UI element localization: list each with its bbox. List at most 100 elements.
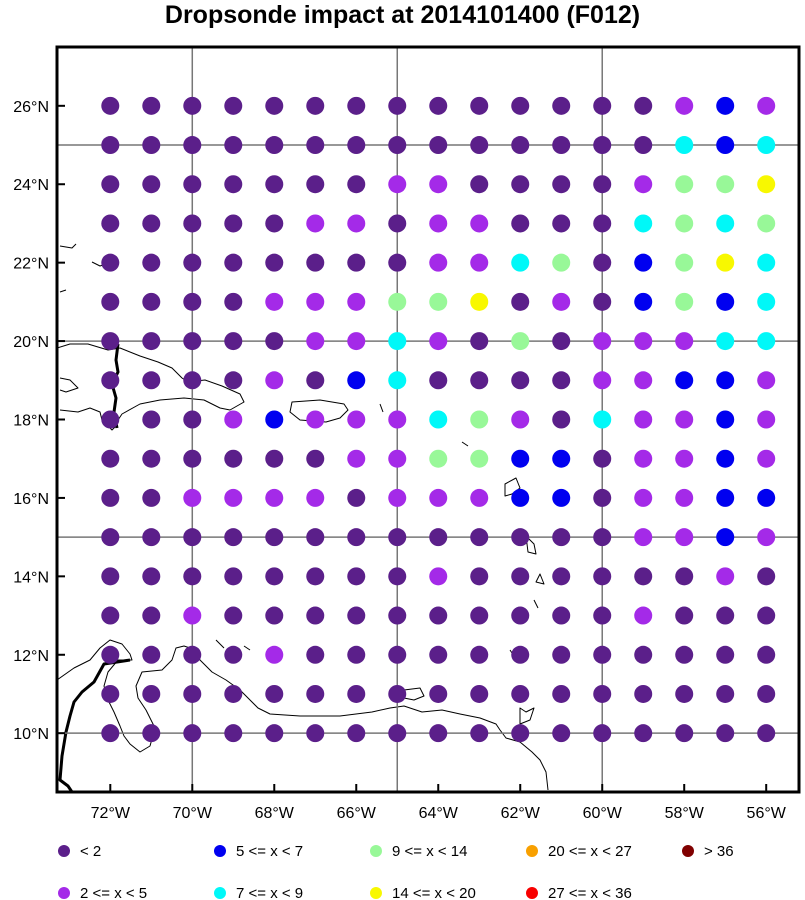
impact-point <box>552 371 571 390</box>
impact-point <box>101 136 120 155</box>
impact-point <box>552 567 571 586</box>
impact-point <box>224 606 243 625</box>
impact-point <box>552 214 571 233</box>
impact-point <box>183 292 202 311</box>
impact-point <box>511 136 530 155</box>
impact-point <box>675 567 694 586</box>
impact-point <box>101 175 120 194</box>
impact-point <box>511 214 530 233</box>
impact-point <box>183 449 202 468</box>
chart-title: Dropsonde impact at 2014101400 (F012) <box>164 1 641 29</box>
impact-point <box>716 136 735 155</box>
impact-point <box>511 567 530 586</box>
impact-point <box>593 567 612 586</box>
impact-point <box>757 449 776 468</box>
impact-point <box>101 724 120 743</box>
impact-point <box>306 488 325 507</box>
impact-point <box>429 606 448 625</box>
impact-point <box>552 175 571 194</box>
impact-point <box>265 371 284 390</box>
impact-point <box>183 136 202 155</box>
impact-point <box>634 175 653 194</box>
impact-point <box>552 528 571 547</box>
impact-point <box>757 528 776 547</box>
impact-point <box>306 175 325 194</box>
impact-point <box>757 136 776 155</box>
impact-point <box>470 253 489 272</box>
impact-point <box>470 684 489 703</box>
impact-point <box>347 292 366 311</box>
impact-point <box>716 332 735 351</box>
impact-point <box>593 606 612 625</box>
impact-point <box>634 136 653 155</box>
impact-point <box>429 528 448 547</box>
impact-point <box>388 136 407 155</box>
impact-point <box>142 684 161 703</box>
impact-point <box>101 449 120 468</box>
impact-point <box>634 684 653 703</box>
legend-swatch <box>682 845 694 857</box>
impact-point <box>183 96 202 115</box>
impact-point <box>675 96 694 115</box>
impact-point <box>511 332 530 351</box>
impact-point <box>511 410 530 429</box>
legend-label: 20 <= x < 27 <box>548 843 632 860</box>
impact-point <box>142 214 161 233</box>
impact-point <box>265 253 284 272</box>
legend-swatch <box>526 845 538 857</box>
impact-point <box>306 684 325 703</box>
impact-point <box>470 175 489 194</box>
y-tick-label: 10°N <box>13 726 49 743</box>
impact-point <box>552 253 571 272</box>
impact-point <box>101 684 120 703</box>
impact-point <box>470 332 489 351</box>
impact-point <box>306 449 325 468</box>
impact-point <box>634 724 653 743</box>
impact-point <box>511 371 530 390</box>
impact-point <box>716 449 735 468</box>
impact-point <box>511 645 530 664</box>
impact-point <box>224 136 243 155</box>
impact-point <box>675 488 694 507</box>
impact-point <box>593 449 612 468</box>
impact-point <box>224 449 243 468</box>
x-tick-label: 58°W <box>665 805 705 822</box>
impact-point <box>183 253 202 272</box>
legend-label: 7 <= x < 9 <box>236 885 303 900</box>
impact-point <box>306 371 325 390</box>
impact-point <box>757 606 776 625</box>
y-tick-label: 12°N <box>13 648 49 665</box>
impact-point <box>101 332 120 351</box>
y-tick-label: 16°N <box>13 491 49 508</box>
impact-point <box>306 567 325 586</box>
impact-point <box>552 606 571 625</box>
impact-point <box>429 96 448 115</box>
impact-point <box>470 214 489 233</box>
impact-point <box>265 606 284 625</box>
impact-point <box>388 528 407 547</box>
impact-point <box>142 175 161 194</box>
impact-point <box>265 724 284 743</box>
impact-point <box>429 253 448 272</box>
legend-label: < 2 <box>80 843 101 860</box>
impact-point <box>634 96 653 115</box>
impact-point <box>224 410 243 429</box>
impact-point <box>101 528 120 547</box>
impact-point <box>142 488 161 507</box>
impact-point <box>347 528 366 547</box>
impact-point <box>716 724 735 743</box>
impact-point <box>388 96 407 115</box>
impact-point <box>757 292 776 311</box>
impact-point <box>101 214 120 233</box>
impact-points <box>101 96 776 743</box>
impact-point <box>388 449 407 468</box>
impact-point <box>511 96 530 115</box>
legend-swatch <box>214 887 226 899</box>
impact-point <box>470 410 489 429</box>
impact-point <box>429 449 448 468</box>
impact-point <box>593 292 612 311</box>
impact-point <box>757 371 776 390</box>
impact-point <box>183 724 202 743</box>
impact-point <box>470 567 489 586</box>
y-tick-label: 18°N <box>13 413 49 430</box>
